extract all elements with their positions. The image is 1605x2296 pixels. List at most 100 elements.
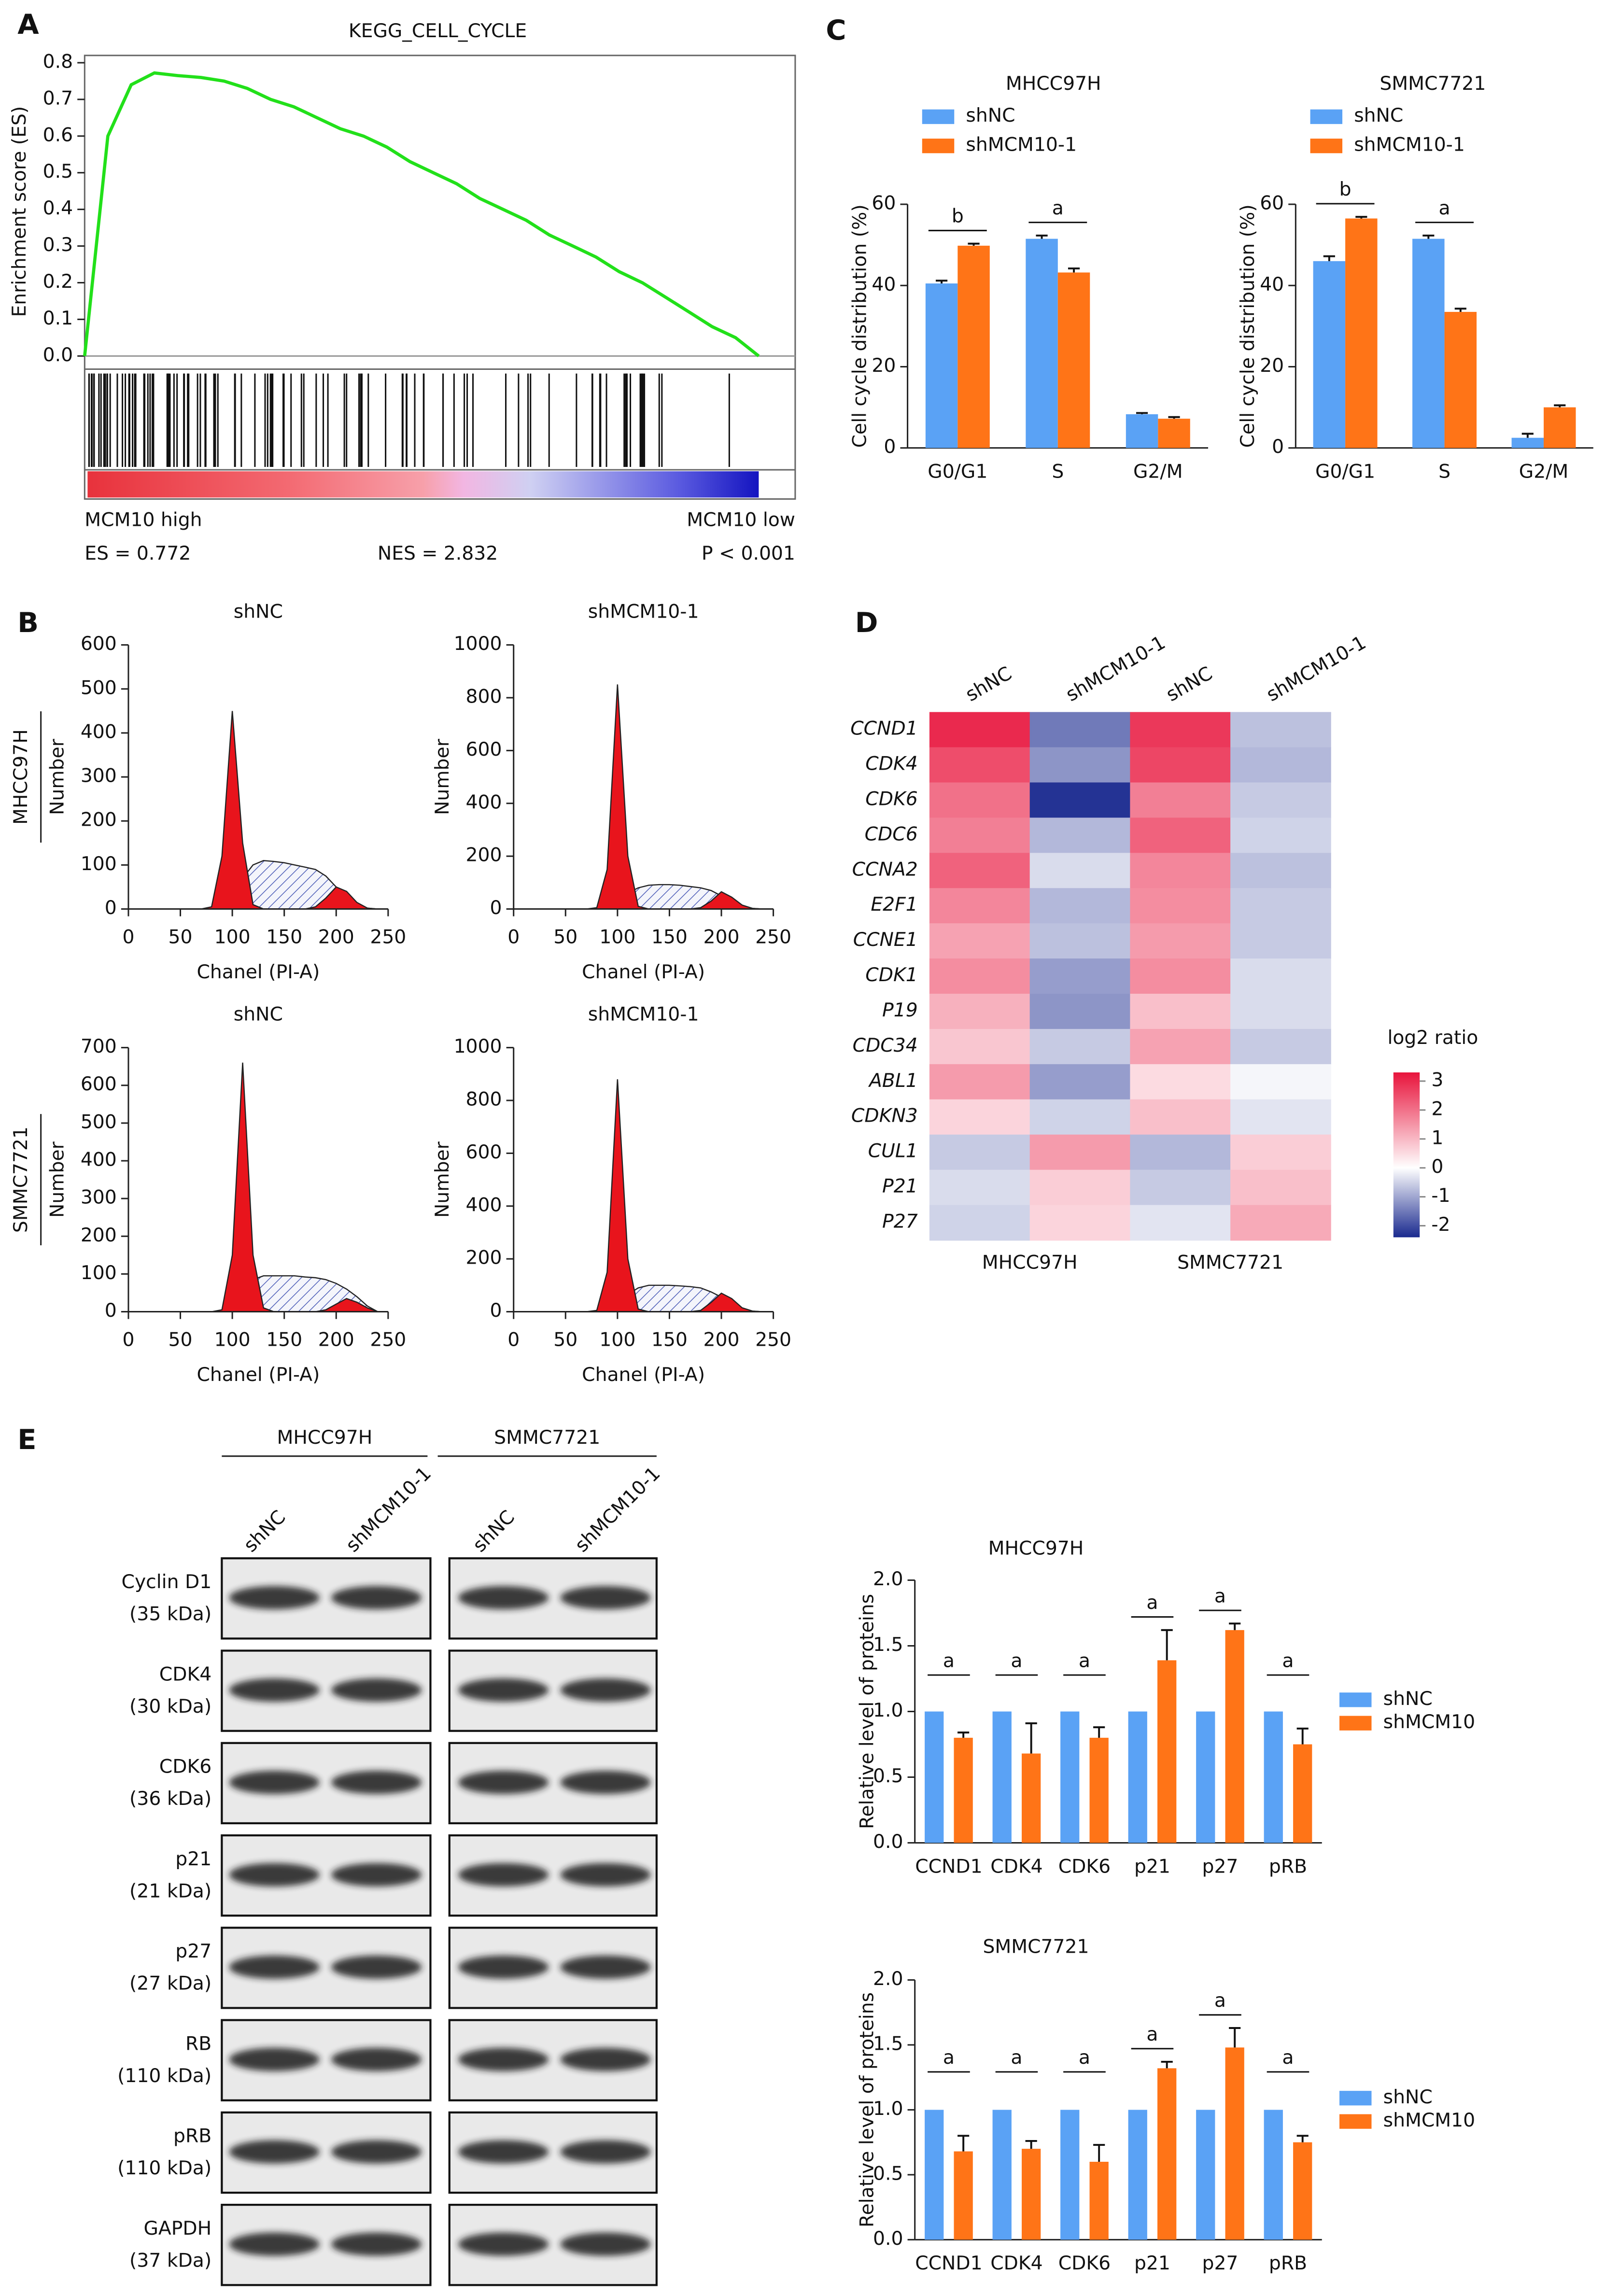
y-tick-label: 0.0 xyxy=(873,2228,903,2250)
x-tick-label: 250 xyxy=(370,926,406,948)
panel-label: E xyxy=(17,1423,36,1456)
blot-row-size: (30 kDa) xyxy=(129,1696,211,1718)
y-tick-label: 400 xyxy=(81,721,117,743)
significance-label: a xyxy=(1079,2047,1090,2069)
band xyxy=(331,1678,422,1702)
y-tick-label: 0.7 xyxy=(43,87,73,109)
error-bar xyxy=(1229,1622,1241,1630)
column-label: shNC xyxy=(962,662,1015,706)
error-bar xyxy=(1229,2027,1241,2048)
colorbar-tick-label: -2 xyxy=(1431,1214,1450,1236)
error-bar xyxy=(1093,1726,1105,1738)
error-bar xyxy=(1521,433,1534,438)
significance-label: a xyxy=(1052,197,1064,219)
error-bar xyxy=(1136,412,1148,414)
y-tick-label: 0 xyxy=(105,897,117,919)
row-label: CDK6 xyxy=(865,788,917,810)
legend-label: shNC xyxy=(1383,1688,1433,1710)
heatmap-cell xyxy=(1230,958,1331,994)
band xyxy=(229,2048,320,2071)
legend-swatch xyxy=(1339,2091,1372,2106)
y-tick-label: 0.2 xyxy=(43,271,73,293)
y-tick-label: 200 xyxy=(81,1225,117,1246)
y-tick-label: 0.4 xyxy=(43,197,73,219)
y-tick-label: 1000 xyxy=(454,1036,502,1057)
error-bar xyxy=(1323,255,1335,261)
x-tick-label: CDK4 xyxy=(990,2253,1042,2274)
heatmap-cell xyxy=(1029,853,1131,889)
group-label: MHCC97H xyxy=(982,1252,1078,1273)
bar xyxy=(1196,2110,1215,2240)
x-tick-label: 100 xyxy=(214,926,251,948)
heatmap-cell xyxy=(1029,712,1131,748)
p-label: P < 0.001 xyxy=(702,543,795,564)
x-tick-label: 200 xyxy=(318,1329,354,1351)
x-tick-label: 200 xyxy=(318,926,354,948)
x-tick-label: 100 xyxy=(599,926,635,948)
band xyxy=(458,1771,549,1794)
error-bar xyxy=(1355,216,1367,219)
x-tick-label: 0 xyxy=(122,926,134,948)
heatmap-cell xyxy=(929,1169,1030,1206)
y-tick-label: 0 xyxy=(490,1300,502,1322)
heatmap-cell xyxy=(1230,712,1331,748)
significance-label: a xyxy=(1214,1585,1226,1607)
y-axis-label: Number xyxy=(432,738,453,815)
bar xyxy=(1345,218,1378,448)
heatmap-cell xyxy=(1130,1205,1231,1241)
chart-title: SMMC7721 xyxy=(1380,73,1486,95)
legend-label: shNC xyxy=(1383,2086,1433,2108)
heatmap-cell xyxy=(1029,1064,1131,1100)
y-tick-label: 1.0 xyxy=(873,2098,903,2120)
heatmap-cell xyxy=(1130,994,1231,1029)
error-bar xyxy=(1296,1727,1309,1745)
bar xyxy=(1444,311,1477,448)
error-bar xyxy=(957,2135,970,2152)
panel-label: D xyxy=(855,606,878,639)
y-tick-label: 0.0 xyxy=(43,344,73,366)
legend-swatch xyxy=(1339,1716,1372,1731)
rank-bar xyxy=(87,471,759,498)
row-label: P27 xyxy=(882,1211,918,1233)
significance-label: a xyxy=(1439,197,1450,219)
y-tick-label: 400 xyxy=(81,1149,117,1171)
heatmap-cell xyxy=(1029,1099,1131,1135)
colorbar-tick-label: -1 xyxy=(1431,1185,1450,1207)
y-tick-label: 0.6 xyxy=(43,124,73,146)
y-tick-label: 100 xyxy=(81,853,117,875)
band xyxy=(458,1586,549,1609)
blot-group-label: SMMC7721 xyxy=(494,1427,600,1449)
heatmap-cell xyxy=(1230,1134,1331,1170)
y-tick-label: 0.8 xyxy=(43,51,73,72)
histogram-area xyxy=(576,1079,774,1312)
y-tick-label: 20 xyxy=(1260,355,1284,377)
legend-label: shNC xyxy=(1354,105,1403,127)
band xyxy=(331,1586,422,1609)
column-label: shNC xyxy=(1163,662,1216,706)
bar xyxy=(992,1711,1012,1843)
significance-label: a xyxy=(1146,1592,1158,1614)
significance-label: a xyxy=(1282,2047,1294,2069)
bar xyxy=(1412,239,1445,448)
blot-row-size: (35 kDa) xyxy=(129,1604,211,1625)
bar xyxy=(1022,2149,1041,2240)
x-tick-label: CDK4 xyxy=(990,1856,1042,1877)
heatmap-cell xyxy=(1029,782,1131,818)
bar xyxy=(1157,2068,1177,2240)
bar xyxy=(1026,239,1058,448)
bar xyxy=(1060,2110,1080,2240)
band xyxy=(458,2232,549,2256)
heatmap-cell xyxy=(1130,1064,1231,1100)
panel-label: C xyxy=(826,14,846,46)
bar xyxy=(1057,272,1090,448)
bar xyxy=(1128,1711,1147,1843)
band xyxy=(229,1678,320,1702)
chart-title: shNC xyxy=(234,601,283,623)
x-tick-label: 250 xyxy=(370,1329,406,1351)
heatmap-cell xyxy=(929,817,1030,854)
blot-row-name: pRB xyxy=(173,2126,211,2147)
row-label: CDK4 xyxy=(865,753,917,775)
chart-title: shNC xyxy=(234,1004,283,1026)
y-tick-label: 700 xyxy=(81,1036,117,1057)
